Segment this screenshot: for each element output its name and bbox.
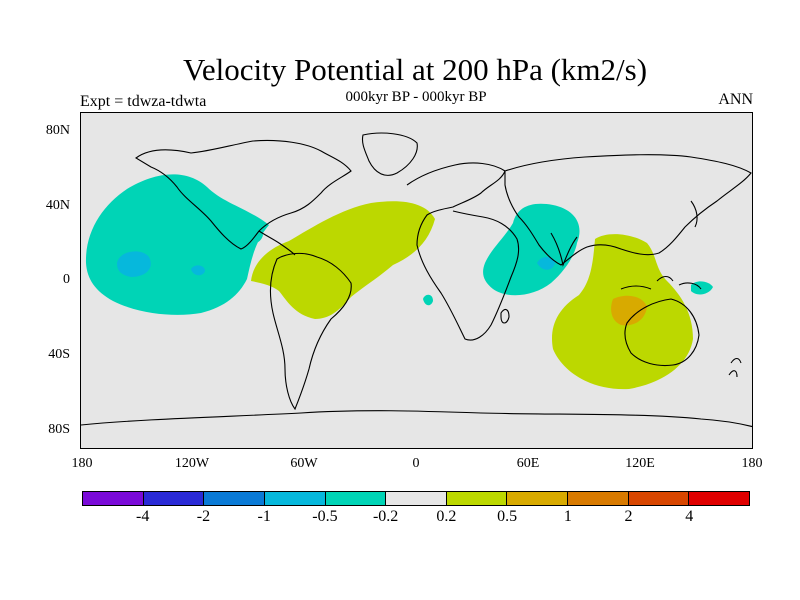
colorbar-box [325, 492, 387, 505]
season-label: ANN [718, 91, 753, 108]
colorbar-tick-label: 4 [685, 508, 694, 525]
central-pacific-core [117, 251, 151, 277]
coastlines [81, 132, 752, 428]
colorbar-box [83, 492, 144, 505]
map-panel [80, 112, 753, 449]
lat-label-80n: 80N [45, 123, 70, 138]
plot-title: Velocity Potential at 200 hPa (km2/s) [182, 52, 648, 87]
colorbar-tick-label: 1 [563, 508, 572, 525]
west-australia-core [611, 295, 647, 326]
lat-label-0: 0 [63, 272, 70, 287]
colorbar-box [143, 492, 205, 505]
colorbar-tick-label: 0.5 [497, 508, 518, 525]
lon-label-180w: 180 [71, 456, 93, 471]
colorbar-box [446, 492, 508, 505]
colorbar-box [628, 492, 690, 505]
lon-label-60w: 60W [290, 456, 318, 471]
map-svg [81, 132, 752, 428]
atlantic-positive-region [251, 201, 435, 319]
colorbar-tick-label: -4 [136, 508, 150, 525]
indian-ocean-negative-region [483, 203, 580, 296]
colorbar-box [386, 492, 447, 505]
colorbar-tick-label: 2 [624, 508, 633, 525]
lat-label-80s: 80S [48, 422, 70, 437]
colorbar-box [689, 492, 750, 505]
colorbar-tick-label: -1 [257, 508, 271, 525]
north-pacific-negative-region [85, 174, 269, 315]
colorbar-tick-label: -0.5 [312, 508, 338, 525]
experiment-label: Expt = tdwza-tdwta [80, 93, 207, 110]
colorbar-tick-label: -2 [196, 508, 211, 525]
plot-subtitle: 000kyr BP - 000kyr BP [345, 89, 487, 105]
colorbar-tick-label: -0.2 [372, 508, 399, 525]
colorbar-box [264, 492, 326, 505]
lon-label-180e: 180 [741, 456, 763, 471]
colorbar-tick-label: 0.2 [436, 508, 457, 525]
lon-label-0: 0 [412, 456, 420, 471]
colorbar-box [568, 492, 629, 505]
pacific-small-negative [691, 281, 713, 295]
lon-label-60e: 60E [516, 456, 540, 471]
central-pacific-small-core [191, 265, 205, 276]
lon-label-120e: 120E [625, 456, 655, 471]
lat-label-40s: 40S [48, 347, 70, 362]
atlantic-small-patch [423, 294, 433, 306]
colorbar-box [204, 492, 265, 505]
lat-label-40n: 40N [45, 198, 70, 213]
colorbar [82, 491, 750, 506]
lon-label-120w: 120W [174, 456, 210, 471]
indian-ocean-core [537, 257, 555, 270]
colorbar-box [507, 492, 569, 505]
north-pacific-east-lobe [235, 225, 263, 245]
